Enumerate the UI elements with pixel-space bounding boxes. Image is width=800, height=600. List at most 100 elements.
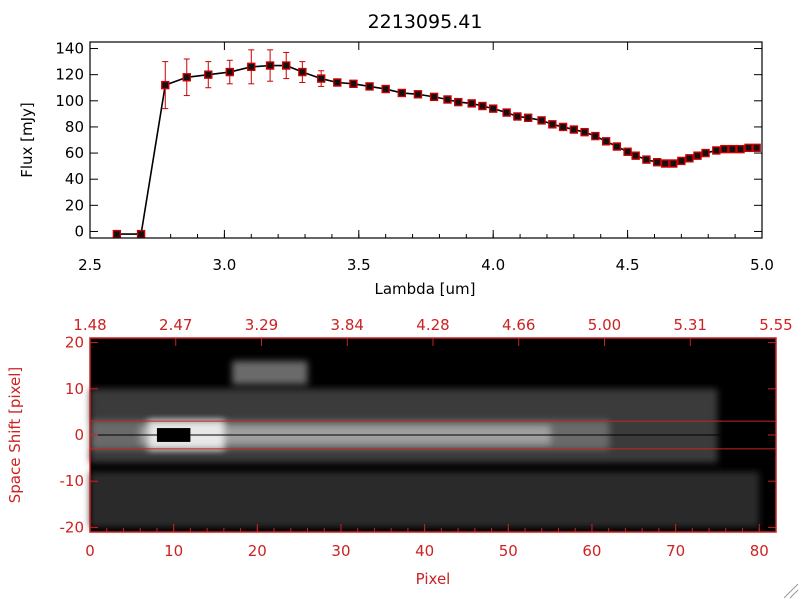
data-point [136, 229, 146, 239]
data-point [454, 97, 463, 107]
data-point [569, 125, 579, 134]
spectrum-x-axis-label: Lambda [um] [375, 280, 476, 298]
x-tick-label: 4.0 [481, 256, 505, 274]
data-point [225, 67, 234, 77]
data-point [333, 78, 342, 87]
data-point [478, 101, 487, 111]
data-point [652, 158, 662, 167]
data-point [298, 67, 307, 77]
top-tick-label: 5.55 [759, 316, 792, 334]
data-point [623, 147, 632, 156]
y-tick-label: -20 [60, 518, 85, 536]
image-x-axis-label: Pixel [416, 570, 451, 588]
y-tick-label: -10 [60, 472, 85, 490]
data-point [631, 151, 640, 160]
y-tick-label: 100 [55, 92, 84, 110]
y-tick-label: 0 [74, 222, 84, 240]
data-point [548, 120, 557, 129]
x-tick-label: 3.5 [347, 256, 371, 274]
spectral-image [90, 361, 776, 528]
y-tick-label: 20 [65, 334, 84, 352]
data-point [247, 62, 256, 72]
data-point [413, 90, 423, 99]
spectrum-y-axis-label: Flux [mJy] [18, 102, 36, 178]
x-tick-label: 80 [750, 542, 769, 560]
spectrum-plot-area: 2.5 3.0 3.5 4.0 4.5 5.0 0 20 40 60 80 100 120 140 [55, 40, 774, 274]
top-tick-label: 3.84 [331, 316, 364, 334]
data-point [467, 99, 476, 108]
data-point [591, 131, 600, 141]
data-point [349, 79, 358, 89]
x-tick-label: 60 [582, 542, 601, 560]
data-point [182, 73, 191, 82]
data-point [601, 137, 611, 146]
x-tick-label: 3.0 [212, 256, 236, 274]
image-frame [89, 337, 777, 533]
data-point [612, 142, 622, 151]
emission-region [90, 471, 760, 528]
data-point [265, 61, 275, 70]
data-point [669, 159, 678, 168]
y-tick-label: 40 [65, 170, 84, 188]
y-tick-label: 120 [55, 66, 84, 84]
top-tick-label: 4.66 [502, 316, 535, 334]
data-point [502, 108, 511, 117]
data-point [677, 156, 686, 166]
x-tick-label: 20 [248, 542, 267, 560]
data-point [282, 61, 291, 70]
image-y-axis-label: Space Shift [pixel] [6, 367, 24, 504]
data-point [112, 229, 122, 239]
y-tick-label: 80 [65, 118, 84, 136]
data-point [523, 113, 533, 122]
data-point [443, 95, 452, 104]
x-tick-label: 0 [85, 542, 95, 560]
data-point [752, 143, 761, 153]
y-tick-label: 0 [74, 426, 84, 444]
data-point [642, 155, 651, 164]
data-point [429, 92, 439, 102]
x-tick-label: 50 [499, 542, 518, 560]
y-tick-label: 10 [65, 380, 84, 398]
data-point [728, 144, 737, 154]
spectrum-panel: 2213095.41 2.5 3.0 3.5 4.0 4.5 5.0 0 20 40 60 80 10… [18, 11, 774, 298]
top-tick-label: 1.48 [73, 316, 106, 334]
data-point [712, 146, 721, 155]
image-panel: 0 10 20 30 40 50 60 70 80 1.48 2.47 3.29 3.84 4.28 4.6… [6, 316, 793, 588]
data-point [316, 74, 326, 83]
top-tick-label: 3.29 [245, 316, 278, 334]
spectrum-line [116, 64, 757, 235]
data-point [685, 154, 694, 163]
data-point [204, 70, 213, 79]
data-point [558, 122, 568, 132]
data-point [744, 143, 753, 153]
data-point [580, 127, 589, 137]
data-point [693, 151, 702, 160]
data-point [397, 88, 407, 98]
data-point [381, 84, 390, 94]
x-tick-label: 2.5 [78, 256, 102, 274]
x-tick-label: 30 [331, 542, 350, 560]
data-point [661, 159, 670, 168]
x-tick-label: 70 [666, 542, 685, 560]
resize-grip-icon[interactable] [783, 583, 799, 599]
data-point [365, 82, 374, 91]
y-tick-label: 140 [55, 40, 84, 58]
data-point [489, 104, 498, 113]
data-point [161, 80, 170, 90]
data-point [736, 144, 745, 154]
data-point [701, 148, 710, 158]
image-axes: 0 10 20 30 40 50 60 70 80 1.48 2.47 3.29 3.84 4.28 4.6… [60, 316, 793, 560]
data-point [537, 116, 546, 125]
x-tick-label: 10 [164, 542, 183, 560]
emission-region [232, 361, 308, 385]
chart-title: 2213095.41 [368, 11, 483, 33]
data-point [513, 112, 522, 121]
top-tick-label: 2.47 [159, 316, 192, 334]
y-tick-label: 20 [65, 196, 84, 214]
spectrum-frame [89, 41, 763, 239]
x-tick-label: 5.0 [750, 256, 774, 274]
x-tick-label: 40 [415, 542, 434, 560]
top-tick-label: 5.31 [674, 316, 707, 334]
x-tick-label: 4.5 [616, 256, 640, 274]
